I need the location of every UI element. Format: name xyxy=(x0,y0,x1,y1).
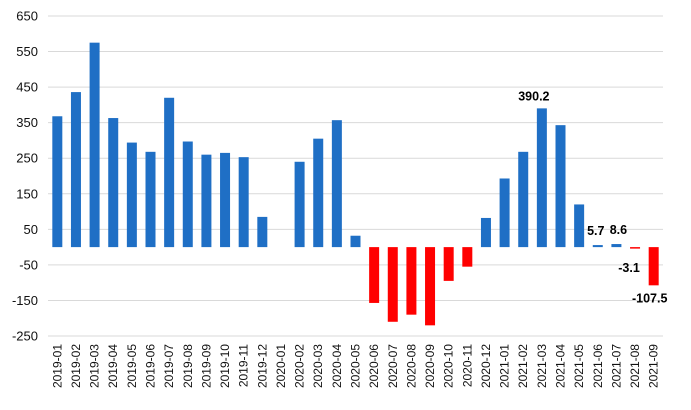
x-tick-label: 2019-04 xyxy=(106,344,120,388)
y-tick-label: -50 xyxy=(19,257,38,272)
bar-2021-03 xyxy=(536,108,547,248)
x-tick-label: 2021-07 xyxy=(609,344,623,388)
x-tick-label: 2020-11 xyxy=(460,344,474,387)
y-tick-label: 350 xyxy=(16,115,38,130)
x-tick-label: 2019-03 xyxy=(88,344,102,388)
bar-2020-02 xyxy=(294,161,305,248)
bar-2019-12 xyxy=(257,216,268,248)
y-tick-label: 550 xyxy=(16,44,38,59)
bar-2019-08 xyxy=(182,141,193,248)
bar-2021-06 xyxy=(592,245,603,248)
x-tick-label: 2019-08 xyxy=(181,344,195,388)
x-tick-label: 2020-05 xyxy=(349,344,363,388)
y-tick-label: 250 xyxy=(16,151,38,166)
data-label-2021-08: -3.1 xyxy=(618,261,640,275)
bar-2020-09 xyxy=(425,247,436,326)
x-tick-label: 2021-02 xyxy=(516,344,530,388)
bar-2021-07 xyxy=(611,244,622,248)
x-tick-label: 2021-04 xyxy=(554,344,568,388)
x-axis-tick-labels: 2019-01 2019-02 2019-03 2019-04 2019-05 2019-… xyxy=(50,344,660,388)
x-tick-label: 2020-01 xyxy=(274,344,288,388)
bar-2019-03 xyxy=(89,42,100,248)
x-tick-label: 2020-04 xyxy=(330,344,344,388)
data-label-2021-09: -107.5 xyxy=(632,291,667,305)
y-tick-label: 650 xyxy=(16,9,38,24)
x-tick-label: 2020-09 xyxy=(423,344,437,388)
x-tick-label: 2021-01 xyxy=(498,344,512,388)
bar-2019-07 xyxy=(164,97,175,248)
y-tick-label: -150 xyxy=(12,293,38,308)
y-tick-label: 450 xyxy=(16,80,38,95)
bar-2020-10 xyxy=(443,247,454,281)
bars xyxy=(52,42,659,326)
gridlines xyxy=(48,15,663,337)
x-tick-label: 2020-02 xyxy=(293,344,307,388)
bar-2021-01 xyxy=(499,178,510,248)
x-tick-label: 2019-10 xyxy=(218,344,232,388)
bar-2021-04 xyxy=(555,125,566,248)
x-tick-label: 2020-06 xyxy=(367,344,381,388)
bar-2019-04 xyxy=(108,118,119,248)
x-tick-label: 2021-05 xyxy=(572,344,586,388)
bar-2020-05 xyxy=(350,235,361,248)
data-labels: 390.2 5.7 8.6 -3.1 -107.5 xyxy=(518,89,667,305)
x-tick-label: 2019-09 xyxy=(199,344,213,388)
x-tick-label: 2019-01 xyxy=(50,344,64,388)
bar-2019-02 xyxy=(70,92,81,248)
bar-2020-04 xyxy=(331,120,342,248)
x-tick-label: 2019-11 xyxy=(237,344,251,387)
y-axis-tick-labels: 650 550 450 350 250 150 50 -50 -150 -250 xyxy=(12,9,38,344)
bar-2019-10 xyxy=(220,152,231,248)
y-tick-label: 150 xyxy=(16,186,38,201)
x-tick-label: 2020-07 xyxy=(386,344,400,388)
x-tick-label: 2021-03 xyxy=(535,344,549,388)
x-tick-label: 2019-07 xyxy=(162,344,176,388)
bar-2020-12 xyxy=(480,217,491,248)
x-tick-label: 2019-02 xyxy=(69,344,83,388)
bar-2020-07 xyxy=(387,247,398,322)
bar-2019-11 xyxy=(238,157,249,248)
bar-2019-06 xyxy=(145,151,156,248)
bar-2021-05 xyxy=(574,204,585,248)
data-label-2021-06: 5.7 xyxy=(587,224,604,238)
bar-2020-11 xyxy=(462,247,473,267)
data-label-2021-07: 8.6 xyxy=(610,223,627,237)
bar-2019-09 xyxy=(201,154,212,248)
bar-2020-06 xyxy=(369,247,380,303)
bar-2021-08 xyxy=(630,247,641,249)
bar-2019-01 xyxy=(52,116,63,248)
y-tick-label: -250 xyxy=(12,329,38,344)
bar-2021-02 xyxy=(518,151,529,248)
x-tick-label: 2020-10 xyxy=(442,344,456,388)
x-tick-label: 2021-08 xyxy=(628,344,642,388)
x-tick-label: 2020-08 xyxy=(404,344,418,388)
x-tick-label: 2020-12 xyxy=(479,344,493,388)
bar-2020-08 xyxy=(406,247,417,315)
data-label-2021-03: 390.2 xyxy=(518,89,549,103)
x-tick-label: 2021-09 xyxy=(647,344,661,388)
bar-2020-03 xyxy=(313,138,324,248)
bar-2021-09 xyxy=(648,247,659,286)
y-tick-label: 50 xyxy=(24,222,38,237)
bar-2019-05 xyxy=(126,142,137,248)
x-tick-label: 2019-05 xyxy=(125,344,139,388)
x-tick-label: 2019-06 xyxy=(144,344,158,388)
x-tick-label: 2020-03 xyxy=(311,344,325,388)
x-tick-label: 2019-12 xyxy=(255,344,269,388)
x-tick-label: 2021-06 xyxy=(591,344,605,388)
